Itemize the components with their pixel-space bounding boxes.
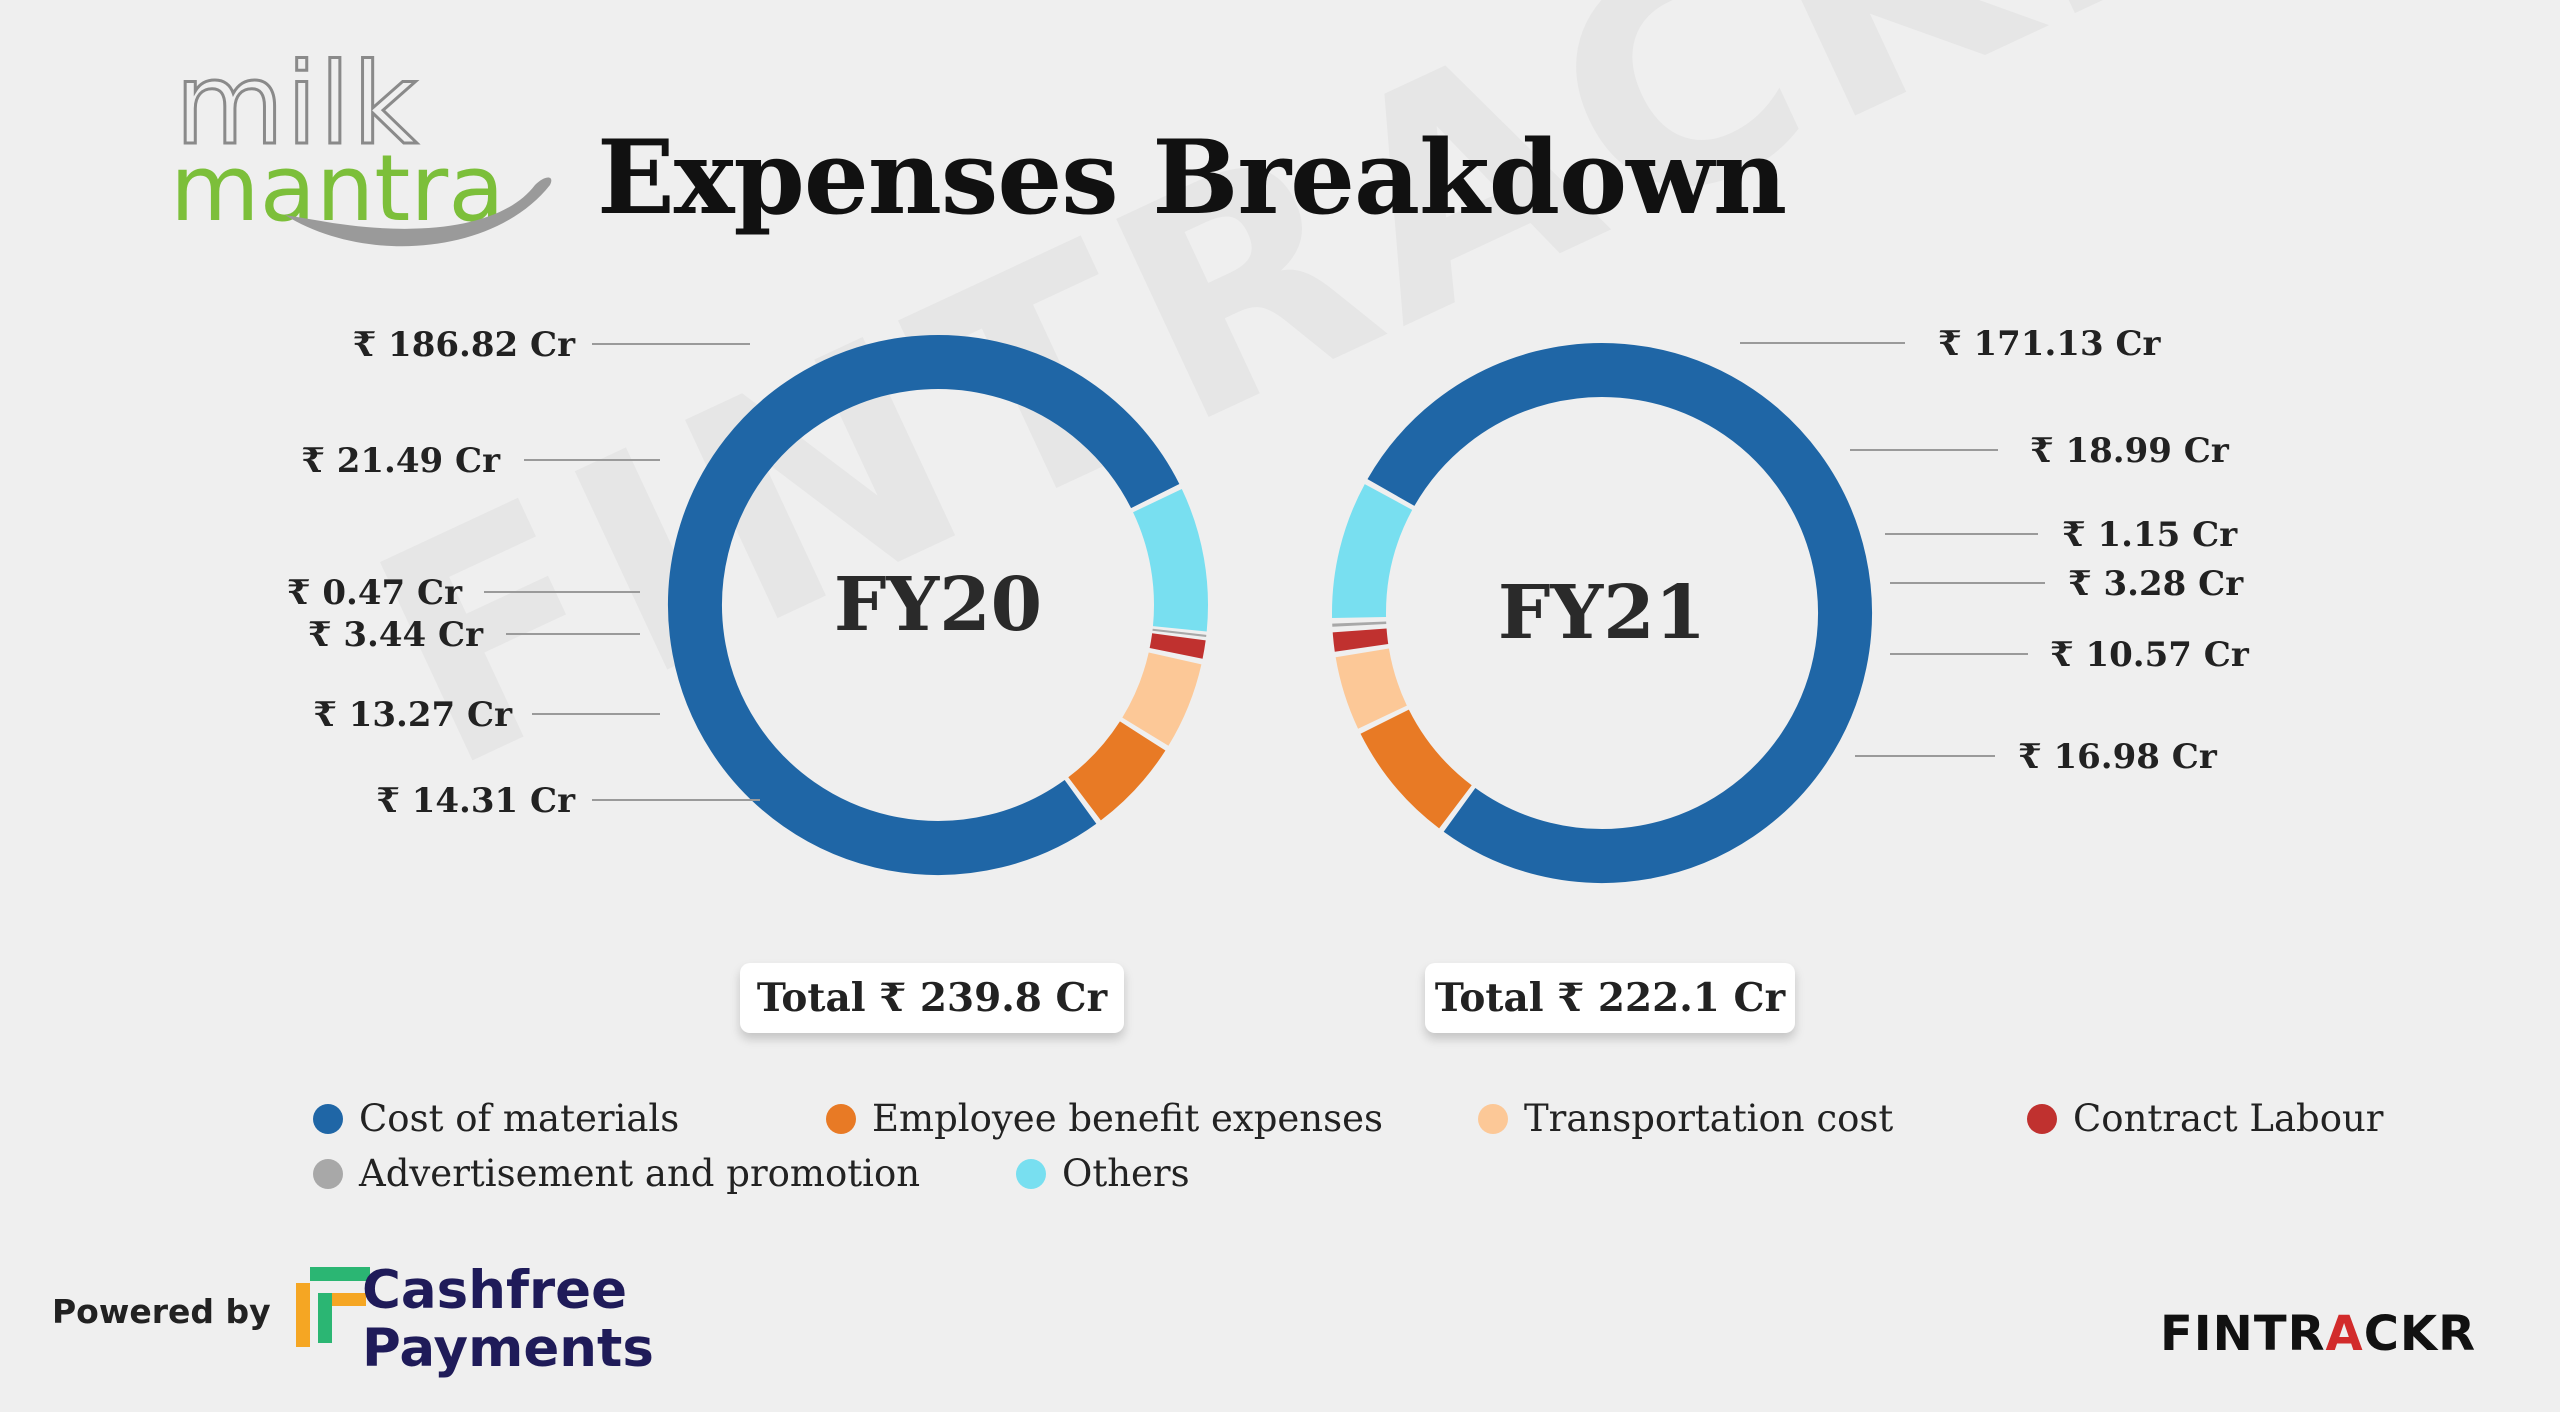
- total-box-fy21: Total ₹ 222.1 Cr: [1425, 963, 1795, 1033]
- center-label: FY20: [834, 562, 1042, 648]
- fintrackr-part1: FINTR: [2160, 1306, 2326, 1362]
- slice-value-label: ₹ 21.49 Cr: [301, 441, 501, 481]
- slice-value-label: ₹ 10.57 Cr: [2050, 635, 2250, 675]
- donut-slice: [1360, 709, 1473, 829]
- legend-label: Transportation cost: [1524, 1097, 1894, 1140]
- donut-slice: [1132, 489, 1208, 632]
- legend-item-contract-labour: Contract Labour: [2027, 1097, 2384, 1140]
- cashfree-logo-icon: [296, 1267, 370, 1347]
- slice-value-label: ₹ 18.99 Cr: [2030, 431, 2230, 471]
- legend-label: Others: [1062, 1152, 1190, 1195]
- slice-value-label: ₹ 3.28 Cr: [2068, 564, 2244, 604]
- legend-dot: [1016, 1158, 1046, 1189]
- slice-value-label: ₹ 1.15 Cr: [2062, 515, 2238, 555]
- logo-text-top: milk: [175, 40, 419, 170]
- slice-value-label: ₹ 186.82 Cr: [353, 325, 577, 365]
- milk-mantra-logo: milk mantra: [170, 39, 552, 247]
- slice-value-label: ₹ 16.98 Cr: [2018, 737, 2218, 777]
- legend-item-cost-of-materials: Cost of materials: [313, 1097, 679, 1140]
- logo-swoosh: [285, 177, 552, 247]
- donut-slice: [668, 335, 1180, 875]
- chart-fy21: ₹ 171.13 Cr ₹ 18.99 Cr ₹ 1.15 Cr ₹ 3.28 Cr ₹…: [1332, 324, 2250, 883]
- legend-label: Cost of materials: [359, 1097, 680, 1140]
- donut-slice: [1367, 343, 1872, 883]
- donut-slice: [1335, 647, 1408, 729]
- donut-slice: [1067, 720, 1166, 821]
- legend-dot: [2027, 1103, 2057, 1134]
- legend-item-employee-benefit: Employee benefit expenses: [826, 1097, 1383, 1140]
- cashfree-wordmark: Cashfree Payments: [362, 1262, 654, 1378]
- legend-item-advertisement: Advertisement and promotion: [313, 1152, 920, 1195]
- fintrackr-logo: FINTRACKR: [2160, 1306, 2476, 1362]
- page-title: Expenses Breakdown: [597, 118, 1787, 238]
- total-box-fy20: Total ₹ 239.8 Cr: [740, 963, 1124, 1033]
- cashfree-line2: Payments: [362, 1318, 654, 1379]
- slice-value-label: ₹ 14.31 Cr: [376, 781, 576, 821]
- slice-value-label: ₹ 171.13 Cr: [1938, 324, 2162, 364]
- donut-slice: [1332, 628, 1389, 652]
- cashfree-line1: Cashfree: [362, 1260, 628, 1321]
- legend-label: Employee benefit expenses: [872, 1097, 1384, 1140]
- legend-item-transportation: Transportation cost: [1478, 1097, 1893, 1140]
- legend-item-others: Others: [1016, 1152, 1190, 1195]
- donut-slice: [1332, 484, 1413, 619]
- donut-slice: [1149, 633, 1206, 659]
- legend-dot: [1478, 1103, 1508, 1134]
- legend-dot: [826, 1103, 856, 1134]
- powered-by-label: Powered by: [52, 1292, 271, 1331]
- chart-fy20: ₹ 186.82 Cr ₹ 21.49 Cr ₹ 0.47 Cr₹ 3.44 Cr ₹…: [287, 325, 1208, 875]
- center-label: FY21: [1498, 570, 1706, 656]
- fintrackr-accent: A: [2325, 1306, 2364, 1362]
- legend-dot: [313, 1103, 343, 1134]
- donut-slice: [1122, 651, 1202, 746]
- fintrackr-part3: CKR: [2363, 1306, 2477, 1362]
- slice-value-label: ₹ 3.44 Cr: [308, 615, 484, 655]
- slice-value-label: ₹ 13.27 Cr: [313, 695, 513, 735]
- slice-value-label: ₹ 0.47 Cr: [287, 573, 463, 613]
- legend-label: Advertisement and promotion: [359, 1152, 921, 1195]
- legend-label: Contract Labour: [2073, 1097, 2384, 1140]
- legend-dot: [313, 1158, 343, 1189]
